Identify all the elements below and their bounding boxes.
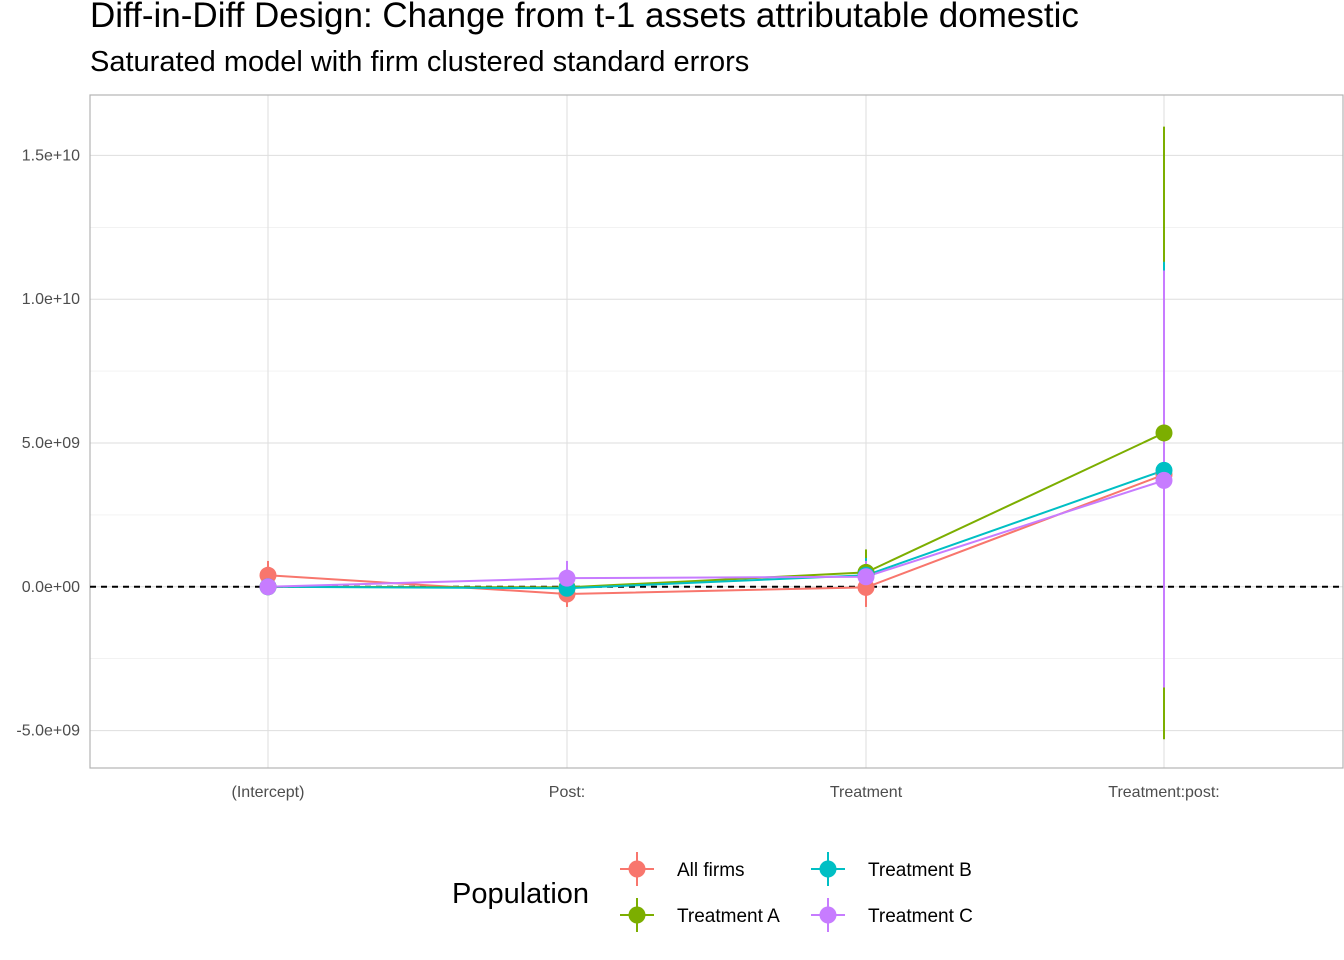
series-layer <box>259 126 1173 740</box>
data-point-treatment-c <box>259 578 277 596</box>
data-point-treatment-c <box>857 568 875 586</box>
series-line-all-firms <box>267 473 1165 595</box>
grid-layer <box>90 95 1343 768</box>
data-point-treatment-a <box>1155 424 1173 442</box>
panel-border <box>89 94 1344 769</box>
chart-title: Diff-in-Diff Design: Change from t-1 ass… <box>90 0 1079 35</box>
legend-key-point-treatment-c <box>819 906 837 924</box>
series-line-treatment-b <box>267 469 1165 590</box>
legend-label-treatment-c: Treatment C <box>868 906 973 927</box>
x-tick-label: Treatment:post: <box>1108 784 1219 801</box>
plot-panel <box>89 94 1344 769</box>
y-tick-label: 1.0e+10 <box>22 291 80 308</box>
axis-layer: -5.0e+09 0.0e+00 5.0e+09 1.0e+10 1.5e+10 (Int… <box>16 147 1219 801</box>
legend-label-treatment-a: Treatment A <box>677 906 780 927</box>
y-tick-label: 0.0e+00 <box>22 579 80 596</box>
legend-title: Population <box>452 878 589 910</box>
legend-key-point-treatment-a <box>628 906 646 924</box>
x-tick-label: Post: <box>549 784 585 801</box>
chart-subtitle: Saturated model with firm clustered stan… <box>90 46 750 78</box>
y-tick-label: 1.5e+10 <box>22 147 80 164</box>
series-line-treatment-c <box>267 479 1165 588</box>
series-line-treatment-a <box>267 432 1165 589</box>
x-tick-label: Treatment <box>830 784 903 801</box>
data-point-treatment-c <box>1155 471 1173 489</box>
legend: Population All firms Treatment A Treatment … <box>452 852 973 932</box>
legend-label-all-firms: All firms <box>677 860 745 881</box>
legend-key-point-treatment-b <box>819 860 837 878</box>
legend-label-treatment-b: Treatment B <box>868 860 972 881</box>
y-tick-label: -5.0e+09 <box>16 723 80 740</box>
y-tick-label: 5.0e+09 <box>22 435 80 452</box>
legend-key-point-all-firms <box>628 860 646 878</box>
x-tick-label: (Intercept) <box>232 784 305 801</box>
data-point-treatment-c <box>558 569 576 587</box>
